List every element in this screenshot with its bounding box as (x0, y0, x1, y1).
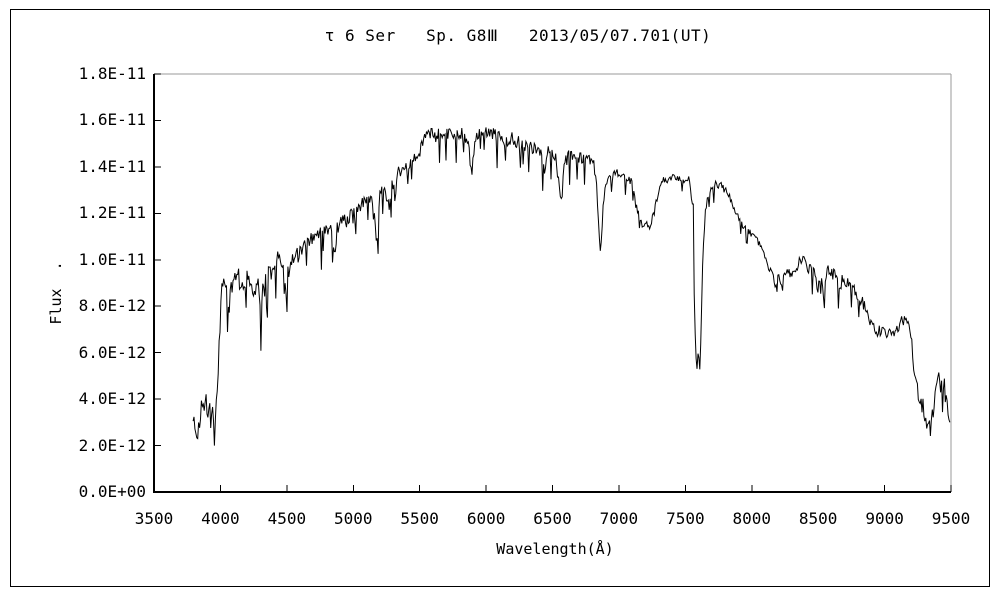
chart-title: τ 6 Ser Sp. G8Ⅲ 2013/05/07.701(UT) (324, 26, 712, 45)
y-tick-label: 1.4E-11 (78, 156, 146, 176)
y-tick-label: 8.0E-12 (78, 296, 146, 316)
y-tick-label: 1.6E-11 (78, 110, 146, 130)
x-tick-label: 6500 (533, 509, 572, 528)
x-tick-label: 5000 (333, 509, 373, 528)
figure-border (10, 9, 990, 587)
x-tick-label: 8500 (798, 509, 838, 528)
y-tick-label: 6.0E-12 (78, 342, 146, 362)
y-tick-label: 2.0E-12 (78, 435, 146, 455)
x-tick-label: 3500 (134, 509, 174, 528)
x-tick-label: 4500 (267, 509, 307, 528)
y-tick-label: 1.8E-11 (78, 64, 146, 83)
x-tick-label: 6000 (466, 509, 506, 528)
x-tick-label: 9500 (931, 509, 971, 528)
x-tick-label: 7000 (599, 509, 639, 528)
x-tick-label: 9000 (865, 509, 904, 528)
x-tick-label: 8000 (732, 509, 772, 528)
spectrum-line (192, 127, 951, 446)
y-tick-label: 4.0E-12 (78, 389, 146, 409)
y-tick-label: 0.0E+00 (78, 482, 146, 501)
y-tick-label: 1.2E-11 (78, 203, 146, 223)
x-tick-label: 4000 (201, 509, 240, 528)
x-tick-label: 5500 (400, 509, 439, 528)
x-tick-label: 7500 (666, 509, 705, 528)
x-axis-title: Wavelength(Å) (496, 540, 614, 558)
y-tick-label: 1.0E-11 (78, 249, 146, 269)
